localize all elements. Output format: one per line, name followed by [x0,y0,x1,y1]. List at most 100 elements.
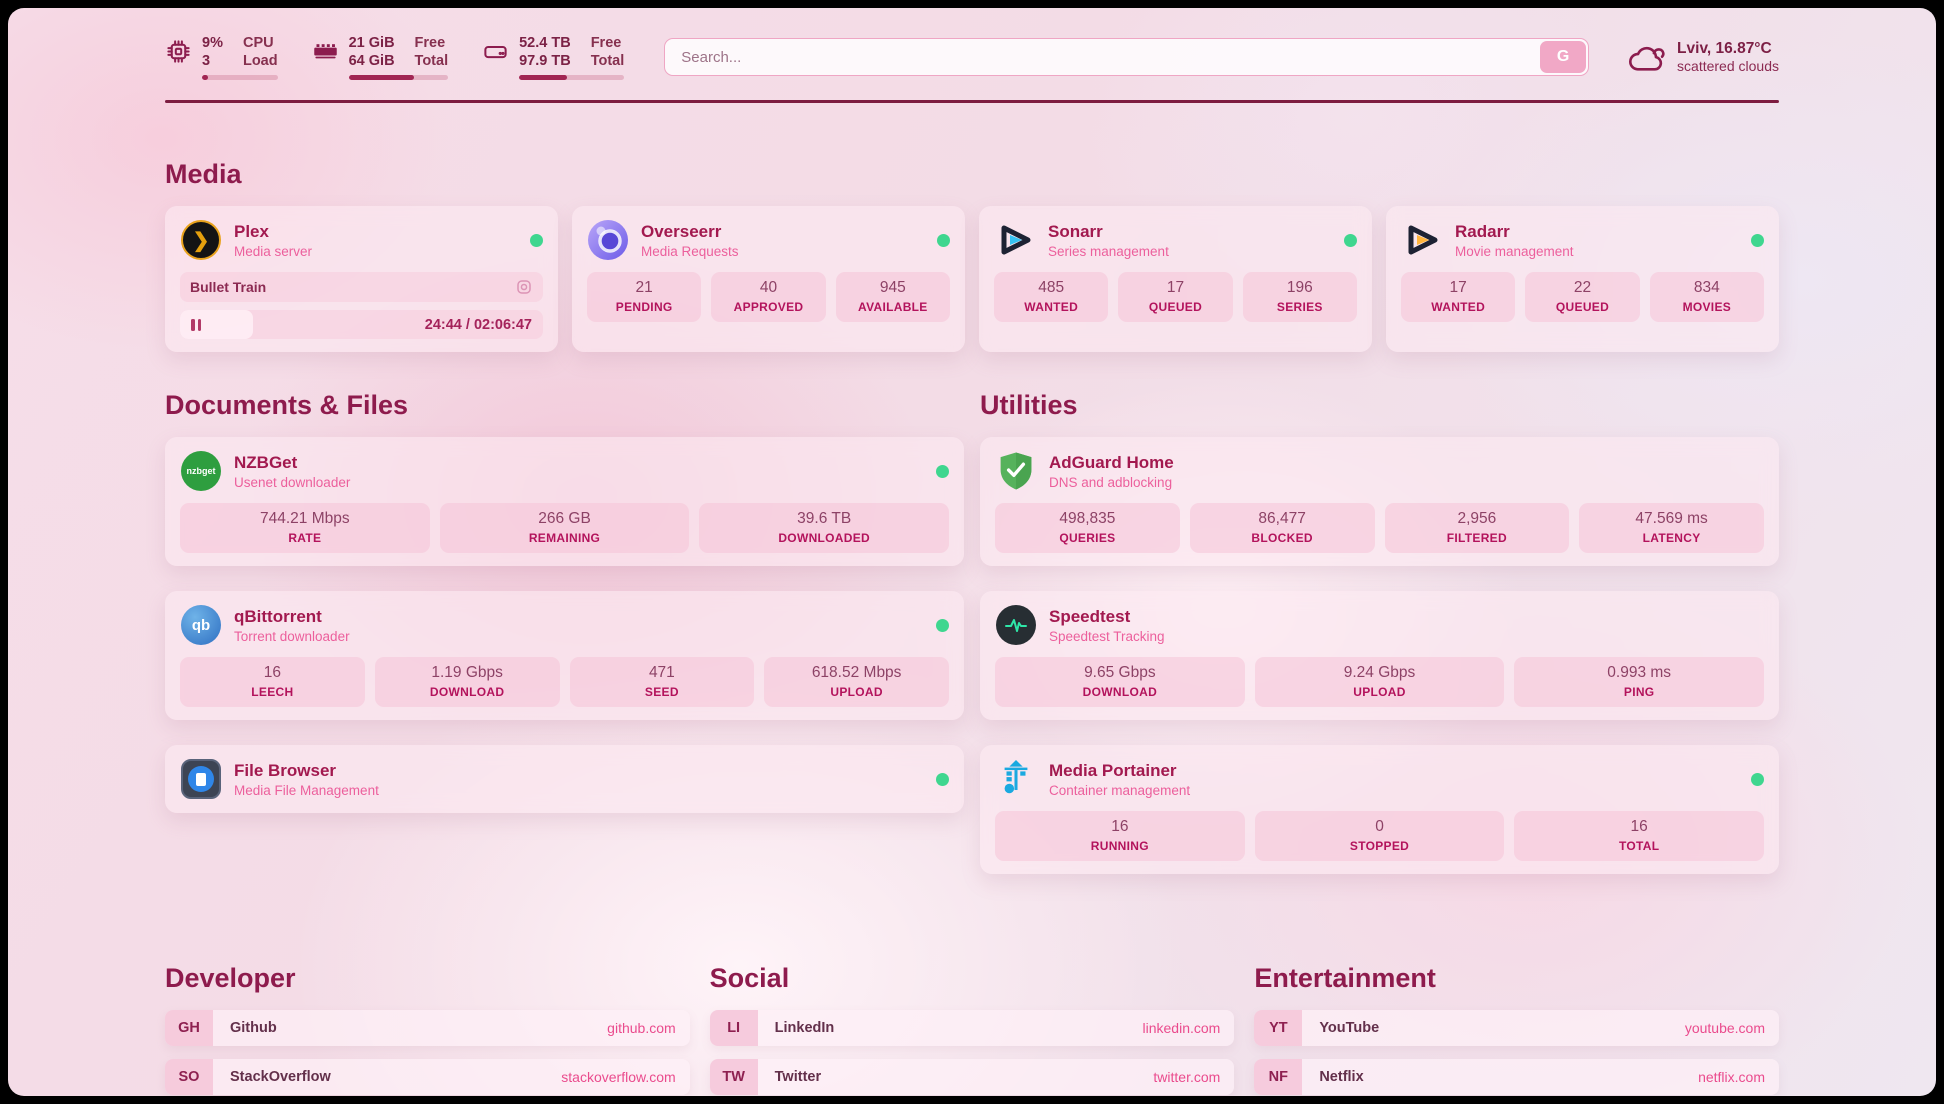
stat-tile: 2,956 FILTERED [1384,503,1570,554]
memory-free-label: Free [414,35,446,51]
bookmark-stackoverflow[interactable]: SO StackOverflow stackoverflow.com [165,1059,690,1096]
weather-condition: scattered clouds [1677,58,1779,75]
status-dot [1751,233,1764,247]
section-developer: Developer GH Github github.com SO StackO… [165,963,690,1096]
status-dot [530,233,543,247]
disk-stat-widget: 52.4 TB 97.9 TB Free Total [482,34,625,81]
bookmark-badge: YT [1254,1010,1303,1047]
portainer-card[interactable]: Media Portainer Container management 16 … [980,745,1779,875]
nzbget-icon: nzbget [181,451,221,492]
app-name: File Browser [234,760,337,780]
disk-free-label: Free [590,35,622,51]
stat-label: APPROVED [733,300,804,315]
header: 9% 3 CPU Load [165,34,1779,81]
bookmark-netflix[interactable]: NF Netflix netflix.com [1254,1059,1779,1096]
stat-label: LATENCY [1642,531,1701,546]
now-playing-row: Bullet Train [180,272,543,303]
stat-value: 17 [1166,279,1185,297]
memory-free: 21 GiB [348,35,395,51]
radarr-card[interactable]: Radarr Movie management 17 WANTED 22 QUE… [1386,206,1779,353]
memory-total: 64 GiB [348,53,395,70]
section-entertainment: Entertainment YT YouTube youtube.com NF … [1254,963,1779,1096]
bookmark-label: Twitter [774,1069,822,1086]
app-subtitle: Speedtest Tracking [1049,628,1165,644]
stat-value: 0 [1375,818,1384,836]
stat-tile: 196 SERIES [1242,272,1357,323]
weather-widget[interactable]: Lviv, 16.87°C scattered clouds [1627,40,1779,74]
filebrowser-card[interactable]: File Browser Media File Management [165,745,964,814]
status-dot [936,618,949,632]
cpu-usage: 9% [202,35,223,51]
nzbget-card[interactable]: nzbget NZBGet Usenet downloader 744.21 M… [165,437,964,567]
stat-value: 618.52 Mbps [811,664,902,682]
stat-label: TOTAL [1618,839,1660,854]
status-dot [1344,233,1357,247]
bookmark-label: Netflix [1319,1069,1364,1086]
stat-tile: 22 QUEUED [1525,272,1640,323]
search-input[interactable] [664,38,1590,77]
bookmark-url: twitter.com [1153,1069,1221,1086]
app-subtitle: Container management [1049,782,1191,798]
stat-tile: 744.21 Mbps RATE [180,503,430,554]
bookmark-twitter[interactable]: TW Twitter twitter.com [709,1059,1235,1096]
bookmark-url: netflix.com [1698,1069,1765,1086]
stat-tile: 47.569 ms LATENCY [1579,503,1764,554]
memory-progress [348,75,449,81]
bookmark-label: Github [230,1020,277,1037]
qbittorrent-card[interactable]: qb qBittorrent Torrent downloader 16 LEE… [165,591,964,721]
stat-label: DOWNLOAD [1082,685,1158,700]
stat-value: 40 [759,279,778,297]
section-title-utilities: Utilities [980,390,1078,421]
speedtest-card[interactable]: Speedtest Speedtest Tracking 9.65 Gbps D… [980,591,1779,721]
bookmark-label: StackOverflow [230,1069,331,1086]
stat-value: 0.993 ms [1607,664,1672,682]
app-name: Sonarr [1048,221,1103,241]
stat-label: WANTED [1431,300,1486,315]
status-dot [936,464,949,478]
plex-icon: ❯ [181,220,221,261]
section-title-documents: Documents & Files [165,390,409,421]
cloud-icon [1629,46,1665,71]
bookmark-url: youtube.com [1684,1020,1765,1037]
sonarr-icon [1001,225,1031,255]
overseerr-card[interactable]: Overseerr Media Requests 21 PENDING 40 A… [572,206,965,353]
stat-label: SEED [644,685,679,700]
disk-progress [519,75,625,81]
bookmark-label: LinkedIn [774,1020,835,1037]
disk-icon [484,45,507,59]
stat-value: 945 [879,279,906,297]
bookmark-url: linkedin.com [1142,1020,1221,1037]
stat-tile: 86,477 BLOCKED [1189,503,1375,554]
bookmark-github[interactable]: GH Github github.com [165,1010,690,1047]
stat-tile: 39.6 TB DOWNLOADED [699,503,950,554]
bookmark-linkedin[interactable]: LI LinkedIn linkedin.com [709,1010,1235,1047]
bookmark-youtube[interactable]: YT YouTube youtube.com [1254,1010,1779,1047]
stat-label: REMAINING [528,531,601,546]
stat-tile: 9.24 Gbps UPLOAD [1254,657,1505,708]
radarr-icon [1408,225,1438,255]
stat-value: 9.24 Gbps [1343,664,1416,682]
stat-label: BLOCKED [1251,531,1313,546]
stat-label: QUEUED [1148,300,1203,315]
bookmark-badge: SO [165,1059,213,1096]
search-engine-button[interactable]: G [1540,41,1587,74]
app-subtitle: Movie management [1455,243,1574,259]
pause-icon[interactable] [191,318,201,331]
stat-value: 834 [1693,279,1720,297]
plex-card[interactable]: ❯ Plex Media server Bullet Train [165,206,558,353]
stat-tile: 618.52 Mbps UPLOAD [764,657,949,708]
disk-total-label: Total [590,53,625,70]
cpu-load-label: Load [242,53,278,70]
stat-value: 16 [263,664,281,682]
status-dot [1751,772,1764,786]
stat-value: 1.19 Gbps [431,664,503,682]
sonarr-card[interactable]: Sonarr Series management 485 WANTED 17 Q… [979,206,1372,353]
overseerr-icon [588,220,628,261]
stat-value: 22 [1573,279,1592,297]
stat-value: 744.21 Mbps [260,510,350,528]
adguard-card[interactable]: AdGuard Home DNS and adblocking 498,835 … [980,437,1779,567]
stat-label: DOWNLOAD [429,685,505,700]
stat-tile: 0.993 ms PING [1514,657,1765,708]
ram-icon [313,44,337,59]
stat-tile: 485 WANTED [994,272,1109,323]
